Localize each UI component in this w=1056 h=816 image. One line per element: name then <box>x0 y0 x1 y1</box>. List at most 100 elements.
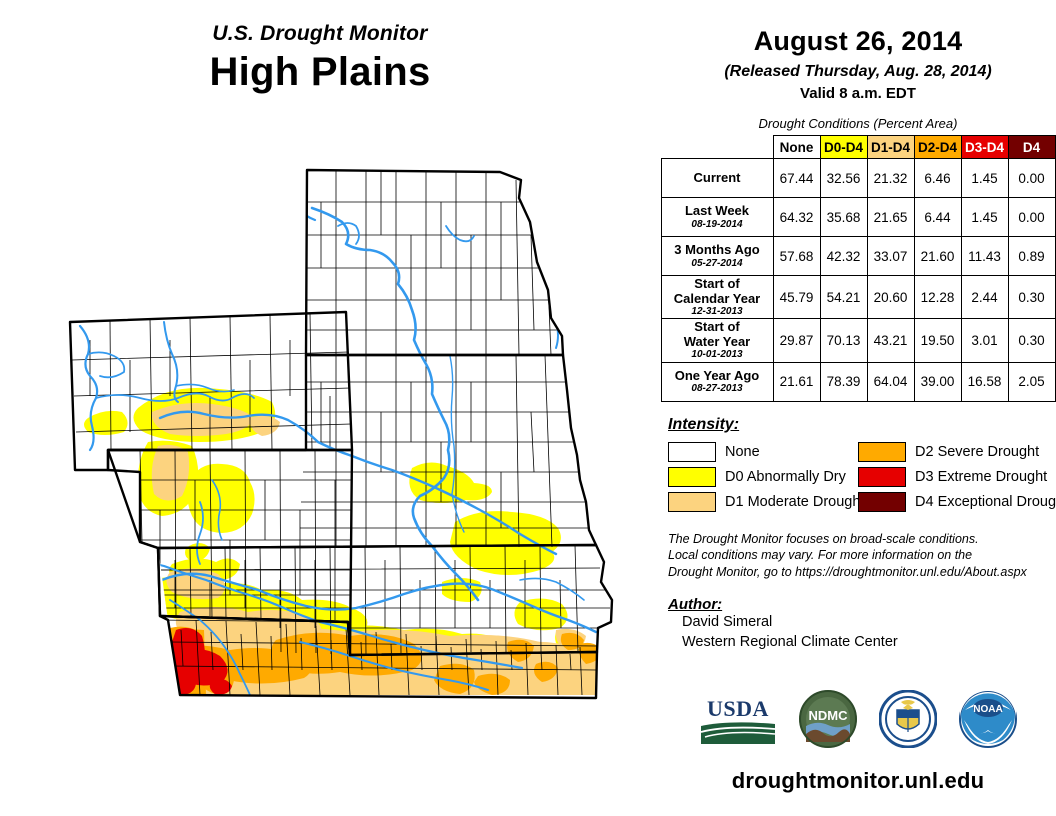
legend-label: D3 Extreme Drought <box>915 469 1048 486</box>
table-cell: 35.68 <box>819 197 868 237</box>
disclaimer-text: The Drought Monitor focuses on broad-sca… <box>668 531 1048 581</box>
table-corner-cell <box>661 135 773 159</box>
table-caption: Drought Conditions (Percent Area) <box>758 116 958 131</box>
table-row: 3 Months Ago 05-27-2014 57.68 42.32 33.07 21.… <box>660 236 1056 276</box>
table-row: Start of Calendar Year 12-31-2013 45.79 54.2… <box>660 274 1056 320</box>
legend-item: None <box>668 440 858 465</box>
noaa-logo[interactable]: NOAA <box>959 682 1017 753</box>
table-cell: 11.43 <box>960 236 1009 276</box>
table-cell: 0.30 <box>1007 274 1056 320</box>
table-cell: 0.89 <box>1007 236 1056 276</box>
table-cell: 1.45 <box>960 197 1009 237</box>
table-body: Current 67.44 32.56 21.32 6.46 1.45 0.00 Last W… <box>660 158 1056 402</box>
table-cell: 64.32 <box>772 197 821 237</box>
table-row-date: 05-27-2014 <box>691 257 743 269</box>
intensity-legend: Intensity: None D0 Abnormally Dry D1 Moder… <box>668 415 1056 515</box>
author-title: Author: <box>668 596 723 614</box>
table-cell: 29.87 <box>772 318 821 363</box>
usdc-seal[interactable] <box>878 689 938 753</box>
disclaimer-line-1: The Drought Monitor focuses on broad-sca… <box>668 531 979 546</box>
table-cell: 54.21 <box>819 274 868 320</box>
legend-swatch <box>858 442 906 463</box>
table-cell: 1.45 <box>960 158 1009 198</box>
table-cell: 19.50 <box>913 318 962 363</box>
table-row-label: Last Week 08-19-2014 <box>660 197 774 237</box>
table-cell: 42.32 <box>819 236 868 276</box>
table-cell: 0.00 <box>1007 158 1056 198</box>
legend-item: D4 Exceptional Drought <box>858 490 1056 515</box>
legend-label: D2 Severe Drought <box>915 444 1040 461</box>
author-name: David Simeral <box>682 614 773 631</box>
table-row: Last Week 08-19-2014 64.32 35.68 21.65 6.44 1.… <box>660 197 1056 237</box>
legend-column-left: None D0 Abnormally Dry D1 Moderate Drought <box>668 440 864 515</box>
table-cell: 21.32 <box>866 158 915 198</box>
table-row: One Year Ago 08-27-2013 21.61 78.39 64.04 39.… <box>660 361 1056 402</box>
legend-item: D0 Abnormally Dry <box>668 465 858 490</box>
legend-swatch <box>668 467 716 488</box>
disclaimer-line-2: Local conditions may vary. For more info… <box>668 548 973 563</box>
drought-conditions-table: None D0-D4 D1-D4 D2-D4 D3-D4 D4 Current 67.44 3… <box>660 135 1056 402</box>
table-cell: 20.60 <box>866 274 915 320</box>
drought-map[interactable] <box>0 150 660 810</box>
state-boundaries <box>68 168 614 700</box>
table-col-header-d0-d4: D0-D4 <box>819 135 868 159</box>
disclaimer-line-3: Drought Monitor, go to https://droughtmo… <box>668 564 1027 579</box>
table-cell: 45.79 <box>772 274 821 320</box>
legend-item: D3 Extreme Drought <box>858 465 1056 490</box>
table-cell: 6.46 <box>913 158 962 198</box>
svg-text:NDMC: NDMC <box>809 708 849 723</box>
intensity-legend-title: Intensity: <box>668 415 740 433</box>
table-cell: 21.65 <box>866 197 915 237</box>
date-block: August 26, 2014 (Released Thursday, Aug.… <box>660 0 1056 102</box>
author-affiliation: Western Regional Climate Center <box>682 633 898 650</box>
table-cell: 64.04 <box>866 361 915 402</box>
legend-label: None <box>725 444 760 461</box>
map-subtitle: U.S. Drought Monitor <box>212 22 428 45</box>
svg-text:NOAA: NOAA <box>973 704 1002 715</box>
table-row-label: One Year Ago 08-27-2013 <box>660 361 774 402</box>
legend-swatch <box>858 492 906 513</box>
legend-label: D0 Abnormally Dry <box>725 469 846 486</box>
table-row-date: 12-31-2013 <box>691 306 743 318</box>
map-panel: U.S. Drought Monitor High Plains <box>0 22 660 810</box>
table-col-header-none: None <box>772 135 821 159</box>
table-row-label: Start of Water Year 10-01-2013 <box>660 318 774 363</box>
legend-swatch <box>668 492 716 513</box>
county-lines <box>71 170 610 696</box>
table-cell: 21.60 <box>913 236 962 276</box>
ndmc-logo[interactable]: NDMC <box>799 690 857 753</box>
table-col-header-d1-d4: D1-D4 <box>866 135 915 159</box>
map-title-block: U.S. Drought Monitor High Plains <box>0 22 640 95</box>
table-row-date: 08-19-2014 <box>691 218 743 230</box>
legend-label: D4 Exceptional Drought <box>915 494 1056 511</box>
table-row-label: Current <box>660 158 774 198</box>
table-col-header-d2-d4: D2-D4 <box>913 135 962 159</box>
legend-label: D1 Moderate Drought <box>725 494 865 511</box>
table-header-row: None D0-D4 D1-D4 D2-D4 D3-D4 D4 <box>661 135 1056 159</box>
table-cell: 33.07 <box>866 236 915 276</box>
legend-item: D1 Moderate Drought <box>668 490 864 515</box>
table-cell: 39.00 <box>913 361 962 402</box>
legend-swatch <box>668 442 716 463</box>
release-date: August 26, 2014 <box>753 26 963 56</box>
table-cell: 2.05 <box>1007 361 1056 402</box>
released-line: (Released Thursday, Aug. 28, 2014) <box>724 63 992 80</box>
table-cell: 78.39 <box>819 361 868 402</box>
footer-url[interactable]: droughtmonitor.unl.edu <box>731 768 985 793</box>
state-kansas <box>158 614 599 700</box>
table-cell: 67.44 <box>772 158 821 198</box>
table-row-label: Start of Calendar Year 12-31-2013 <box>660 274 774 320</box>
valid-line: Valid 8 a.m. EDT <box>800 85 916 102</box>
table-cell: 43.21 <box>866 318 915 363</box>
table-cell: 21.61 <box>772 361 821 402</box>
table-cell: 2.44 <box>960 274 1009 320</box>
table-cell: 6.44 <box>913 197 962 237</box>
map-svg <box>68 168 614 700</box>
table-row: Start of Water Year 10-01-2013 29.87 70.13 43… <box>660 318 1056 363</box>
usda-logo[interactable]: USDA <box>699 692 777 751</box>
table-cell: 70.13 <box>819 318 868 363</box>
table-cell: 3.01 <box>960 318 1009 363</box>
table-cell: 32.56 <box>819 158 868 198</box>
table-row-label: 3 Months Ago 05-27-2014 <box>660 236 774 276</box>
